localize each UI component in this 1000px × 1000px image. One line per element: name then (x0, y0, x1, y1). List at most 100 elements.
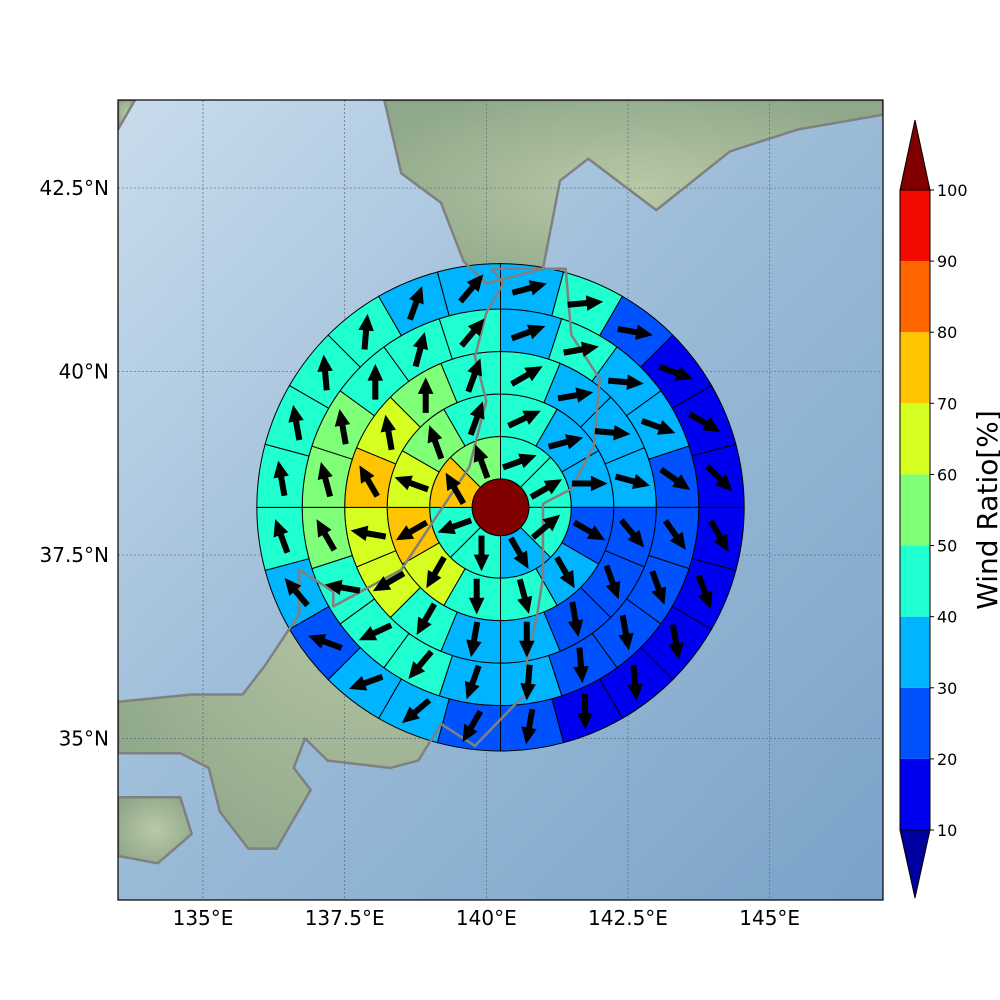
wind-arrow (705, 464, 733, 492)
wind-arrow (617, 324, 653, 340)
wind-arrow (372, 570, 406, 592)
coastline (118, 100, 883, 865)
coastline-path (383, 100, 883, 285)
colorbar-tick-label: 90 (937, 252, 957, 271)
wind-arrow (618, 518, 645, 548)
wind-arrow (473, 535, 490, 572)
colorbar-label: Wind Ratio[%] (971, 410, 1000, 610)
y-tick-label: 40°N (59, 360, 109, 384)
land-polygon (118, 797, 192, 864)
wind-arrow (658, 363, 693, 381)
colorbar-segment (900, 616, 930, 688)
y-tick-label: 35°N (59, 727, 109, 751)
wind-arrow (395, 519, 429, 541)
colorbar-tick-label: 60 (937, 465, 957, 484)
wind-arrow (316, 519, 337, 552)
wind-arrow (359, 465, 380, 498)
wind-arrow (695, 574, 713, 609)
y-axis-ticks: 35°N 37.5°N 40°N 42.5°N (40, 176, 110, 750)
wind-arrow (459, 318, 485, 348)
y-tick-label: 42.5°N (40, 176, 110, 200)
coastline-path (118, 795, 193, 865)
wind-arrow (426, 555, 447, 589)
wind-arrow (464, 664, 482, 700)
wind-arrow (510, 324, 546, 342)
colorbar-tick-label: 30 (937, 679, 957, 698)
colorbar-segment (900, 190, 930, 262)
colorbar-tick-label: 50 (937, 537, 957, 556)
colorbar-tick-label: 10 (937, 821, 957, 840)
wind-arrow (324, 579, 361, 596)
wind-arrow (412, 332, 429, 368)
x-tick-label: 145°E (739, 906, 800, 930)
wind-arrow (507, 410, 541, 429)
wind-arrow (462, 709, 484, 743)
wind-arrow (467, 401, 485, 436)
wind-arrow (511, 280, 547, 296)
wind-arrow (358, 622, 393, 641)
wind-arrow (521, 708, 537, 745)
x-tick-label: 135°E (173, 906, 234, 930)
wind-arrow (380, 414, 397, 451)
wind-arrow (273, 460, 289, 497)
colorbar-segment (900, 474, 930, 546)
wind-arrow (334, 408, 351, 445)
wind-arrow (688, 411, 721, 432)
wind-arrow (608, 374, 644, 390)
wind-arrows (273, 274, 733, 745)
wind-arrow (557, 387, 594, 403)
wind-arrow (530, 514, 561, 540)
wind-arrow (458, 274, 484, 304)
colorbar: 10 20 30 40 50 60 70 80 90 100 (899, 119, 968, 899)
wind-arrow (273, 519, 291, 554)
wind-arrow (516, 578, 533, 614)
wind-arrow (662, 518, 686, 550)
wind-arrow (394, 475, 430, 493)
colorbar-tick-label: 40 (937, 608, 957, 627)
colorbar-segment (900, 261, 930, 333)
wind-arrow (649, 570, 667, 605)
x-tick-label: 142.5°E (588, 906, 668, 930)
coastline-path (118, 267, 601, 850)
wind-arrow (508, 536, 529, 569)
wind-arrow (510, 366, 543, 387)
wind-arrow (348, 673, 384, 691)
wind-arrow (567, 295, 604, 311)
wind-arrow (708, 519, 729, 552)
wind-arrow (502, 453, 537, 471)
wind-arrow (417, 377, 434, 413)
colorbar-extend-max (899, 119, 931, 191)
x-tick-label: 140°E (456, 906, 517, 930)
x-tick-label: 137.5°E (305, 906, 385, 930)
wind-arrow (529, 479, 563, 500)
colorbar-segment (900, 758, 930, 830)
wind-arrow (367, 363, 384, 400)
center-disc (471, 478, 530, 537)
wind-arrow (627, 665, 643, 701)
colorbar-tick-label: 100 (937, 181, 968, 200)
wind-arrow (358, 313, 374, 350)
wind-arrow (577, 694, 593, 730)
wind-arrow (445, 472, 467, 506)
wind-arrow (416, 602, 438, 635)
wind-arrow (547, 434, 584, 450)
x-axis-ticks: 135°E 137.5°E 140°E 142.5°E 145°E (173, 906, 800, 930)
wind-arrow (618, 614, 634, 651)
map-area (118, 100, 883, 900)
colorbar-segment (900, 403, 930, 475)
colorbar-outline (899, 189, 931, 831)
wind-arrow (567, 601, 584, 638)
wind-arrow (317, 354, 333, 391)
wind-arrow (408, 649, 434, 680)
wind-arrow (519, 621, 535, 658)
wind-arrow (465, 358, 483, 393)
coastline-path (118, 100, 137, 131)
wind-arrow (468, 578, 485, 615)
colorbar-tick-label: 80 (937, 323, 957, 342)
colorbar-segment (900, 545, 930, 617)
wind-arrow (466, 621, 482, 658)
wind-arrow (401, 697, 432, 724)
colorbar-extend-min (899, 829, 931, 899)
wind-arrow (407, 286, 424, 321)
